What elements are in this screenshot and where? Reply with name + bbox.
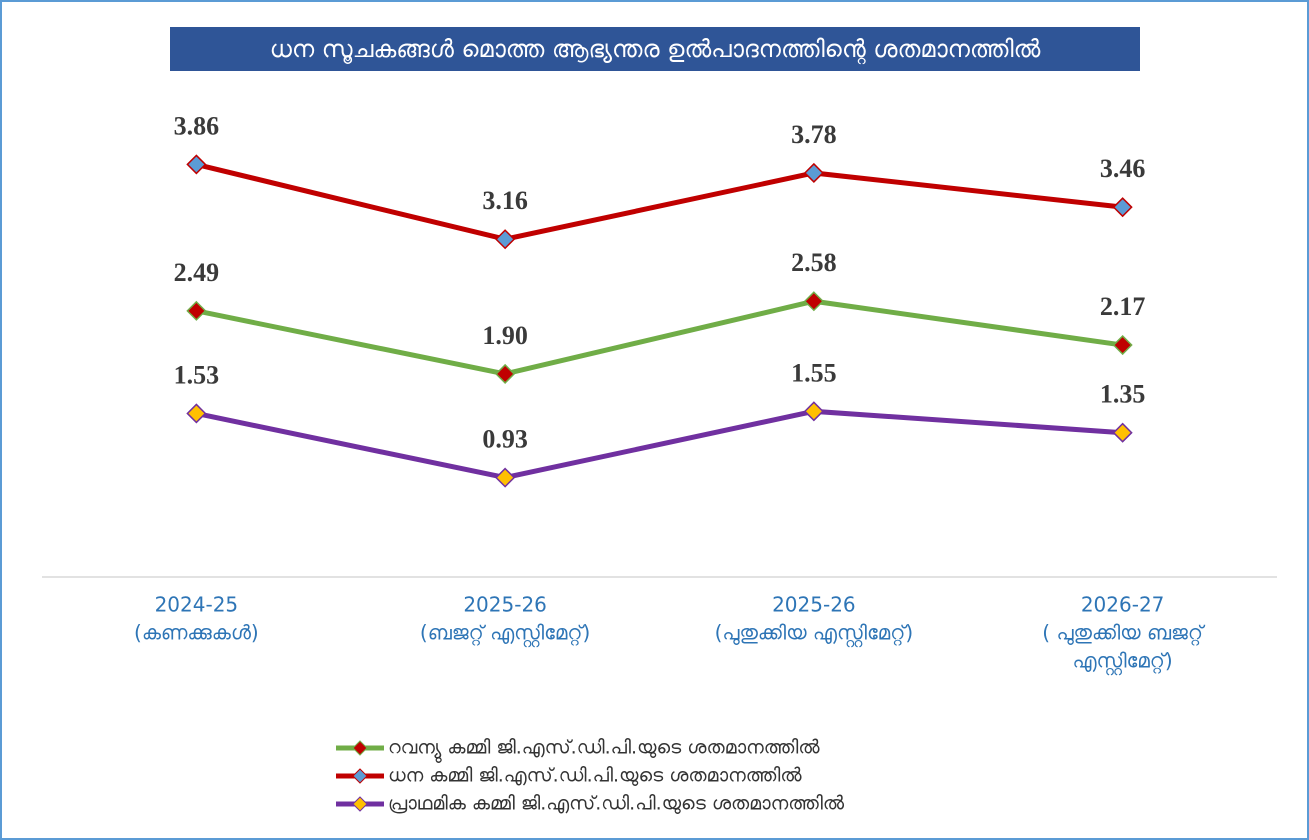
x-tick-label: ( പുതുക്കിയ ബജറ്റ്: [1042, 621, 1206, 647]
x-tick-label: 2024-25: [155, 593, 239, 617]
x-tick-label: (കണക്കുകൾ): [134, 621, 259, 645]
data-label: 3.78: [791, 120, 837, 149]
x-tick-label: 2026-27: [1081, 593, 1165, 617]
x-tick-label: എസ്റ്റിമേറ്റ്): [1073, 649, 1173, 677]
data-label: 3.16: [482, 186, 528, 215]
data-label: 3.86: [174, 111, 220, 140]
data-label: 2.58: [791, 248, 837, 277]
legend-label: പ്രാഥമിക കമ്മി ജി.എസ്.ഡി.പി.യുടെ ശതമാനത്…: [388, 793, 845, 815]
legend-marker: [352, 768, 368, 784]
data-label: 3.46: [1100, 154, 1146, 183]
data-label: 0.93: [482, 425, 528, 454]
data-label: 1.35: [1100, 380, 1146, 409]
marker: [186, 300, 207, 321]
legend-marker: [352, 740, 368, 756]
data-label: 1.55: [791, 358, 837, 387]
marker: [803, 162, 824, 184]
legend-marker: [352, 796, 368, 812]
x-tick-label: 2025-26: [463, 593, 547, 617]
data-label: 1.53: [174, 360, 220, 389]
marker: [1112, 334, 1133, 356]
data-label: 2.17: [1100, 292, 1146, 321]
marker: [186, 403, 207, 424]
marker: [803, 291, 824, 312]
legend-label: ധന കമ്മി ജി.എസ്.ഡി.പി.യുടെ ശതമാനത്തിൽ: [388, 765, 802, 787]
x-tick-label: 2025-26: [772, 593, 856, 617]
marker: [803, 401, 824, 422]
x-tick-label: (ബജറ്റ് എസ്റ്റിമേറ്റ്): [420, 621, 590, 649]
marker: [495, 229, 516, 250]
series-line: [195, 161, 1123, 242]
marker: [1112, 197, 1133, 218]
marker: [1112, 422, 1133, 443]
marker: [495, 363, 516, 384]
marker: [495, 467, 516, 488]
data-label: 1.90: [482, 321, 528, 350]
title-box: [170, 27, 1140, 71]
series-line: [195, 408, 1123, 481]
data-label: 2.49: [174, 258, 220, 287]
series-line: [195, 298, 1123, 377]
x-tick-label: (പുതുക്കിയ എസ്റ്റിമേറ്റ്): [715, 621, 914, 649]
marker: [186, 154, 207, 175]
chart-title: ധന സൂചകങ്ങൾ മൊത്ത ആഭ്യന്തര ഉൽപാദനത്തിന്റ…: [270, 35, 1041, 64]
